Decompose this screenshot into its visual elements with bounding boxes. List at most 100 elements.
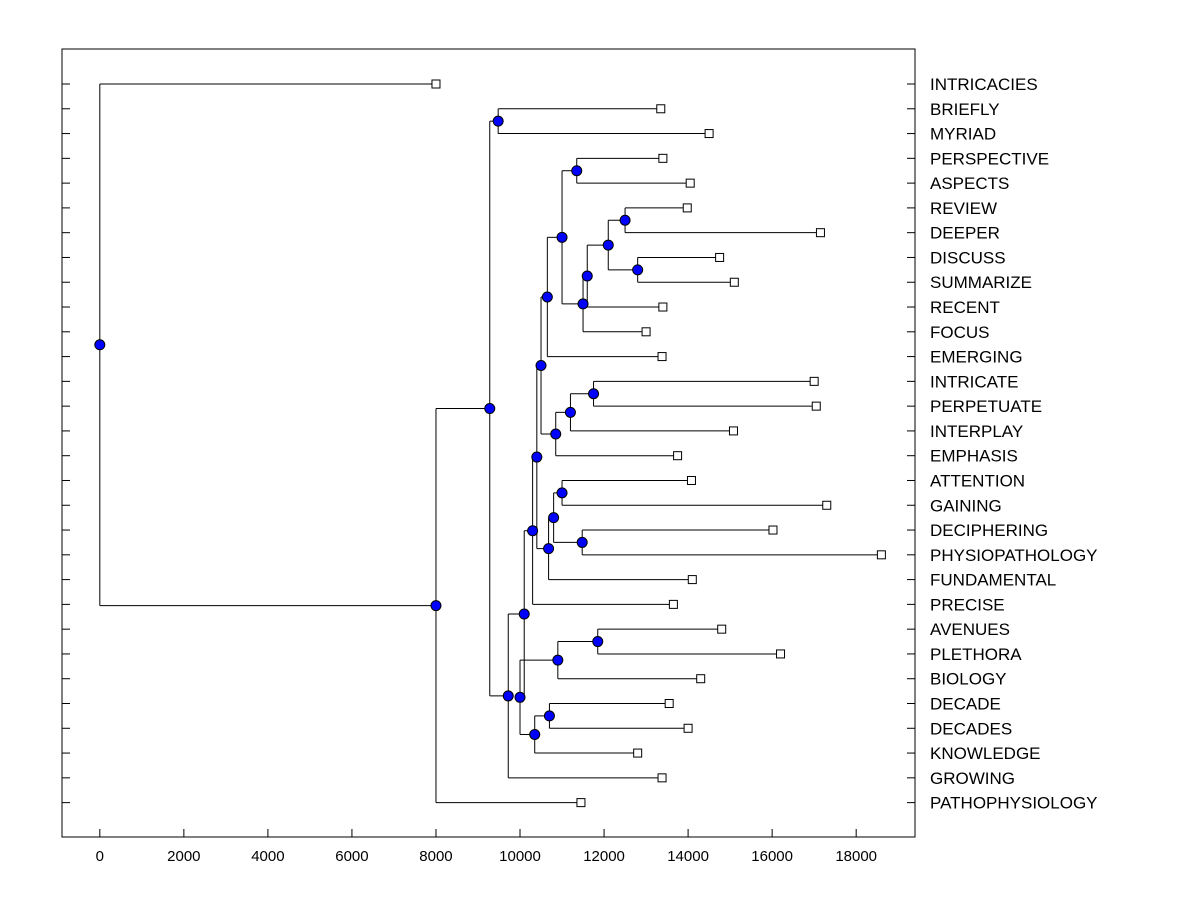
x-tick-label: 18000 — [835, 848, 877, 865]
leaf-label: INTRICACIES — [930, 75, 1038, 94]
x-axis-ticks: 0 2000 4000 6000 8000 10000 12000 14000 16000 180… — [96, 829, 877, 865]
leaf-marker — [715, 252, 725, 262]
leaf-marker — [776, 649, 786, 659]
merge-node — [592, 636, 604, 648]
leaf-label: ATTENTION — [930, 471, 1025, 490]
merge-node — [543, 543, 555, 555]
merge-node — [552, 654, 564, 666]
merge-node — [531, 451, 543, 463]
x-tick-label: 0 — [96, 848, 104, 865]
leaf-marker — [658, 153, 668, 163]
merge-node — [527, 525, 539, 537]
leaf-marker — [431, 79, 441, 89]
leaf-label: MYRIAD — [930, 125, 996, 144]
merge-node — [581, 270, 593, 282]
leaf-label: REVIEW — [930, 199, 997, 218]
merge-node — [556, 231, 568, 243]
leaf-marker — [686, 475, 696, 485]
leaf-marker — [641, 327, 651, 337]
merge-node — [548, 512, 560, 524]
leaf-marker — [673, 451, 683, 461]
leaf-label: AVENUES — [930, 620, 1010, 639]
leaf-label: PLETHORA — [930, 645, 1022, 664]
merge-node — [492, 115, 504, 127]
leaf-marker — [687, 575, 697, 585]
merge-node — [588, 388, 600, 400]
leaf-marker — [656, 104, 666, 114]
merge-node — [556, 487, 568, 499]
leaf-label: PERPETUATE — [930, 397, 1042, 416]
leaf-label: EMERGING — [930, 348, 1023, 367]
merge-node — [550, 428, 562, 440]
merge-node — [543, 710, 555, 722]
merge-node — [514, 691, 526, 703]
leaf-marker — [768, 525, 778, 535]
merge-node — [571, 165, 583, 177]
x-tick-label: 12000 — [583, 848, 625, 865]
leaf-marker — [822, 500, 832, 510]
leaf-labels: INTRICACIES BRIEFLY MYRIAD PERSPECTIVE ASPEC… — [930, 75, 1098, 813]
merge-node — [576, 536, 588, 548]
leaf-label: GROWING — [930, 769, 1015, 788]
leaf-marker — [704, 129, 714, 139]
leaf-label: DECIPHERING — [930, 521, 1048, 540]
leaf-marker — [696, 674, 706, 684]
leaf-marker — [682, 203, 692, 213]
leaf-label: EMPHASIS — [930, 447, 1018, 466]
leaf-marker — [664, 699, 674, 708]
merge-node — [430, 600, 442, 612]
leaf-label: PHYSIOPATHOLOGY — [930, 546, 1098, 565]
left-tick-marks — [62, 83, 70, 804]
leaf-label: GAINING — [930, 496, 1002, 515]
dendrogram-branches — [99, 83, 882, 804]
x-tick-label: 14000 — [667, 848, 709, 865]
leaf-label: KNOWLEDGE — [930, 744, 1041, 763]
merge-node — [541, 291, 553, 303]
leaf-label: BRIEFLY — [930, 100, 1000, 119]
merge-node — [518, 608, 530, 620]
right-tick-marks — [907, 83, 915, 804]
leaf-marker — [658, 302, 668, 312]
merge-node — [619, 214, 631, 226]
merge-node — [529, 728, 541, 740]
x-tick-label: 8000 — [419, 848, 452, 865]
leaf-marker — [683, 723, 693, 733]
merge-node — [602, 239, 614, 251]
plot-frame — [61, 48, 916, 838]
merge-node — [502, 690, 514, 702]
leaf-label: SUMMARIZE — [930, 273, 1032, 292]
x-tick-label: 2000 — [167, 848, 200, 865]
leaf-label: DECADES — [930, 719, 1012, 738]
merge-node — [577, 298, 589, 310]
x-tick-label: 6000 — [335, 848, 368, 865]
leaf-label: PERSPECTIVE — [930, 149, 1049, 168]
leaf-markers — [431, 79, 886, 808]
merge-node — [564, 406, 576, 418]
leaf-marker — [729, 277, 739, 287]
x-tick-label: 4000 — [251, 848, 284, 865]
merge-node — [94, 339, 106, 351]
merge-node — [632, 264, 644, 276]
leaf-label: BIOLOGY — [930, 670, 1007, 689]
merge-node-markers — [94, 115, 644, 740]
leaf-marker — [717, 624, 727, 634]
leaf-label: FOCUS — [930, 323, 990, 342]
leaf-label: INTRICATE — [930, 372, 1018, 391]
leaf-marker — [657, 352, 667, 362]
leaf-marker — [809, 376, 819, 386]
leaf-label: DEEPER — [930, 224, 1000, 243]
x-tick-label: 16000 — [751, 848, 793, 865]
leaf-marker — [876, 550, 886, 560]
leaf-marker — [576, 798, 586, 808]
leaf-marker — [728, 426, 738, 436]
leaf-marker — [815, 228, 825, 238]
leaf-marker — [668, 599, 678, 609]
merge-node — [484, 403, 496, 415]
leaf-label: INTERPLAY — [930, 422, 1023, 441]
leaf-marker — [657, 773, 667, 783]
leaf-label: DISCUSS — [930, 248, 1006, 267]
leaf-label: RECENT — [930, 298, 1000, 317]
leaf-label: ASPECTS — [930, 174, 1009, 193]
leaf-marker — [633, 748, 643, 758]
